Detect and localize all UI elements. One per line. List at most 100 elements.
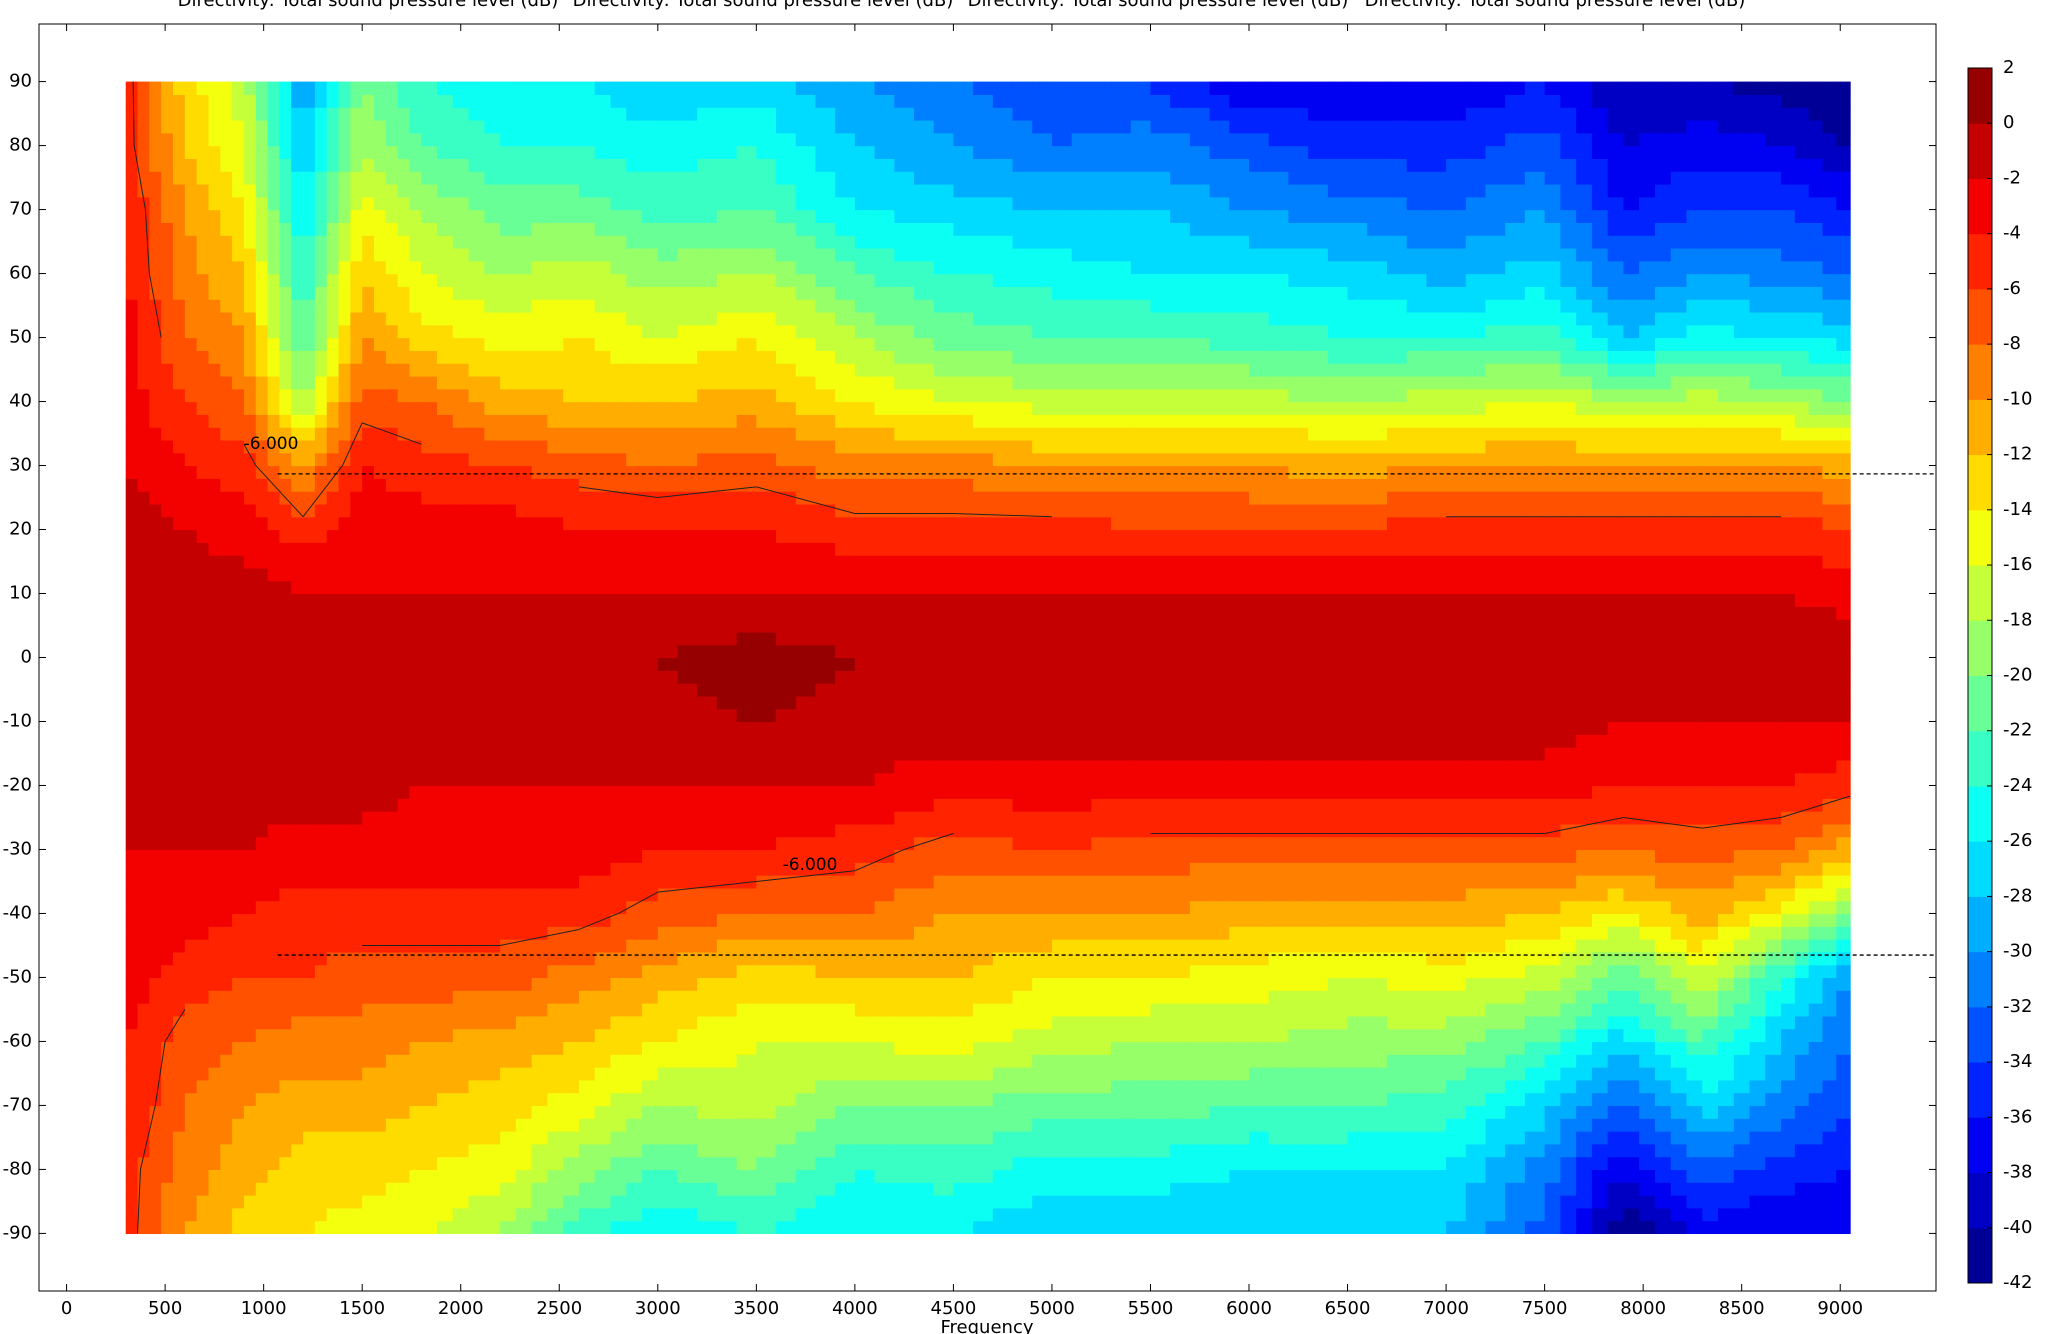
contour-cell [208,1015,221,1030]
contour-cell [409,209,422,223]
contour-cell [933,1131,955,1145]
contour-cell [484,145,501,159]
contour-cell [184,913,198,927]
contour-cell [795,567,817,582]
contour-cell [291,862,304,876]
contour-cell [303,260,316,275]
contour-cell [149,235,162,249]
contour-cell [326,1220,340,1235]
contour-cell [854,555,876,569]
contour-cell [657,798,679,812]
contour-cell [137,555,150,569]
contour-cell [736,734,757,748]
contour-cell [279,772,292,787]
contour-cell [437,759,454,774]
contour-cell [515,1067,533,1081]
contour-cell [756,926,777,940]
contour-cell [362,900,375,915]
contour-cell [531,1041,549,1055]
contour-cell [291,759,304,774]
contour-cell [500,798,517,812]
contour-cell [326,452,340,467]
contour-cell [795,1092,817,1107]
contour-cell [243,235,257,249]
contour-cell [697,887,718,902]
contour-cell [125,1131,139,1145]
contour-cell [531,887,549,902]
contour-cell [815,747,836,761]
contour-cell [314,836,328,851]
contour-cell [362,964,375,979]
contour-cell [468,836,485,851]
contour-cell [232,670,245,684]
contour-cell [500,1169,517,1183]
contour-cell [657,158,679,172]
contour-cell [642,977,659,991]
contour-cell [196,631,210,646]
contour-cell [756,1169,777,1183]
contour-cell [610,798,627,812]
contour-cell [314,631,328,646]
contour-cell [173,734,186,748]
contour-cell [894,337,915,351]
contour-cell [161,401,174,415]
contour-cell [933,363,955,377]
contour-cell [374,836,387,851]
contour-cell [756,657,777,671]
contour-cell [515,324,533,339]
contour-cell [795,324,817,339]
contour-cell [362,299,375,313]
contour-cell [736,606,757,620]
contour-cell [795,900,817,915]
contour-cell [815,260,836,275]
contour-cell [756,1015,777,1030]
contour-cell [913,375,935,390]
contour-cell [232,1182,245,1196]
contour-cell [657,209,679,223]
contour-cell [933,990,955,1004]
contour-cell [452,644,470,659]
contour-cell [657,734,679,748]
contour-cell [933,939,955,953]
contour-cell [137,286,150,300]
contour-cell [894,875,915,889]
contour-cell [500,1220,517,1235]
contour-cell [484,286,501,300]
contour-cell [220,811,233,825]
contour-cell [697,644,718,659]
contour-cell [547,209,564,223]
contour-cell [125,1054,139,1068]
contour-cell [835,273,856,287]
contour-cell [594,145,612,159]
contour-cell [338,209,351,223]
contour-cell [220,465,233,479]
contour-cell [854,785,876,799]
contour-cell [255,132,269,147]
contour-cell [894,1092,915,1107]
contour-cell [125,670,139,684]
contour-cell [161,491,174,505]
contour-cell [657,81,679,95]
contour-cell [232,388,245,403]
contour-cell [835,171,856,185]
contour-cell [362,862,375,876]
contour-cell [697,977,718,991]
contour-cell [484,516,501,531]
contour-cell [776,401,797,415]
contour-cell [184,235,198,249]
contour-cell [338,657,351,671]
contour-cell [243,619,257,633]
contour-cell [362,1105,375,1119]
contour-cell [854,721,876,735]
contour-cell [385,708,399,723]
contour-cell [409,299,422,313]
contour-cell [484,491,501,505]
contour-cell [484,593,501,607]
contour-cell [468,1143,485,1158]
contour-cell [642,529,659,543]
contour-cell [208,1003,221,1017]
contour-cell [933,683,955,697]
contour-cell [894,1182,915,1196]
contour-cell [196,555,210,569]
contour-cell [279,350,292,364]
